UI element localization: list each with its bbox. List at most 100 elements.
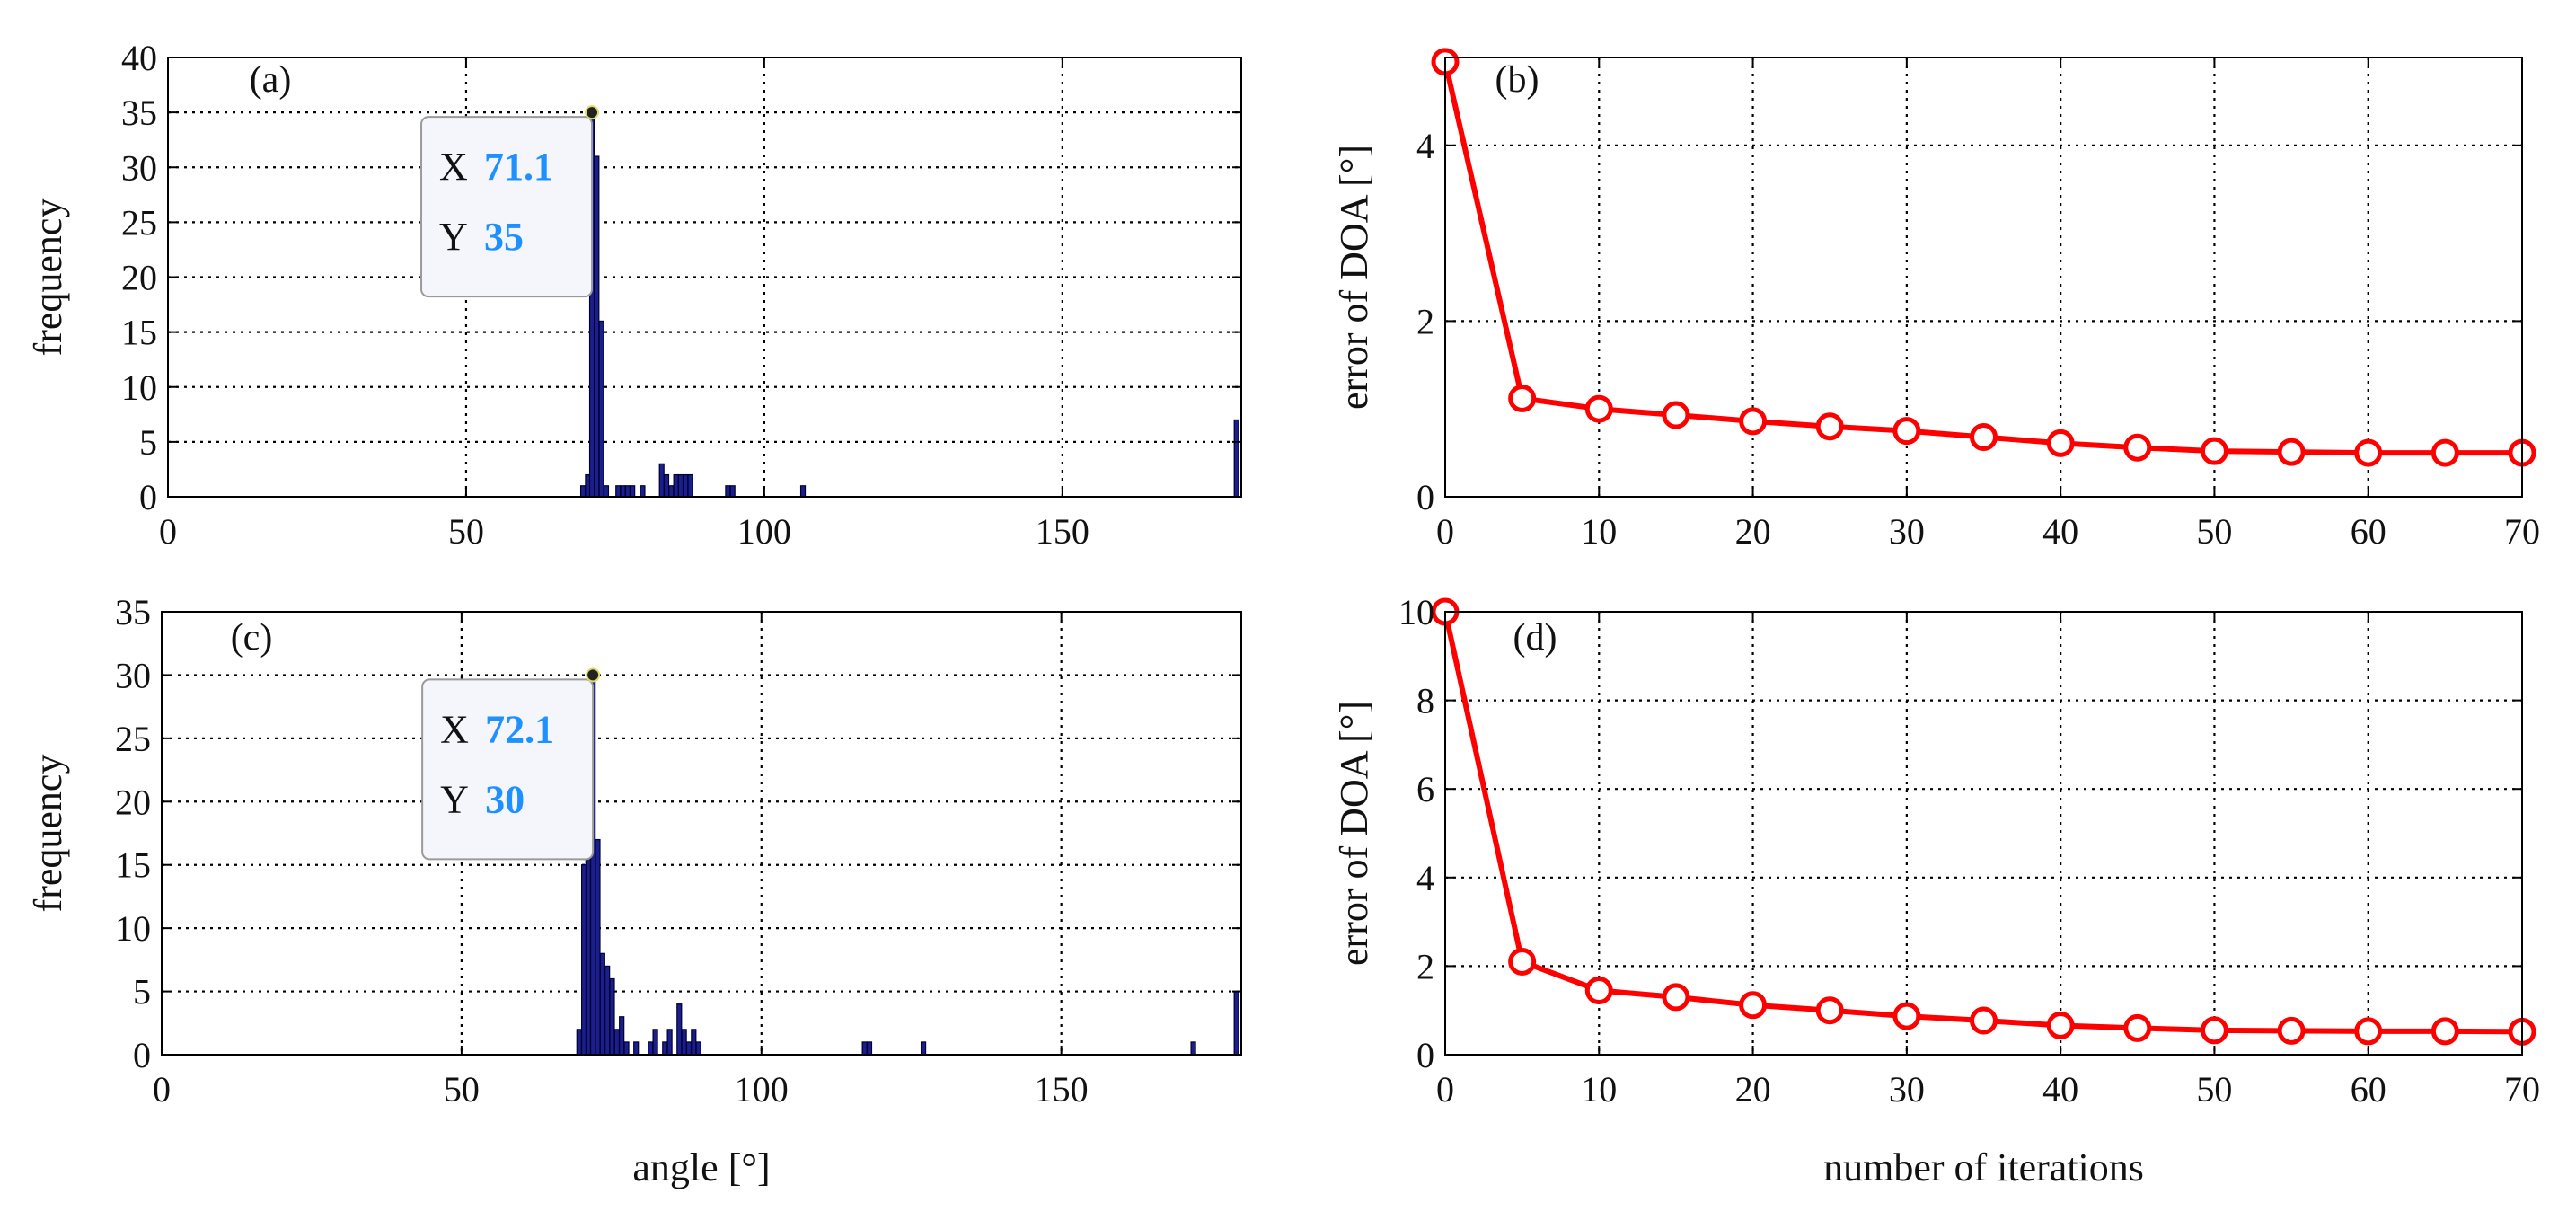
data-tip-x-value: 71.1 [484, 145, 553, 189]
histogram-bar [673, 473, 679, 498]
data-point-marker[interactable] [2123, 433, 2152, 462]
y-tick-label: 20 [121, 258, 157, 298]
data-tip-y-value: 35 [484, 215, 524, 259]
histogram-bar [623, 1041, 630, 1056]
chart-panel-d: 0 10 20 30 40 50 60 70 0 2 4 6 8 10 (d) error of DOA [°… [1332, 592, 2540, 1189]
histogram-bar [579, 485, 587, 498]
plot-area [1445, 612, 2522, 1055]
x-tick-label: 100 [737, 511, 791, 552]
histogram-bar [613, 1029, 620, 1056]
data-point-marker[interactable] [2046, 429, 2075, 457]
axes-box [1444, 611, 2523, 1056]
data-point-marker[interactable] [1584, 394, 1613, 423]
data-point-marker[interactable] [1892, 417, 1921, 446]
x-tick-label: 0 [1436, 511, 1454, 552]
data-tip[interactable]: X 72.1 Y 30 [421, 678, 595, 861]
histogram-bar [685, 1041, 693, 1056]
y-tick-label: 8 [1416, 681, 1434, 721]
data-point-marker[interactable] [1662, 983, 1690, 1012]
data-tip-x-label: X [440, 707, 469, 751]
y-tick-label: 25 [121, 202, 157, 243]
x-tick-label: 40 [2042, 1069, 2078, 1109]
data-point-marker[interactable] [1584, 977, 1613, 1005]
data-point-marker[interactable] [2200, 437, 2228, 465]
x-tick-label: 150 [1036, 511, 1090, 552]
histogram-bar [681, 1029, 687, 1056]
histogram-bar [725, 485, 731, 498]
y-tick-label: 10 [1398, 592, 1434, 632]
data-point-marker[interactable] [2123, 1013, 2152, 1042]
y-axis-label: error of DOA [°] [1332, 701, 1376, 966]
y-tick-label: 10 [115, 908, 151, 949]
data-tip-marker[interactable] [585, 105, 600, 120]
histogram-bar [687, 473, 693, 498]
data-point-marker[interactable] [2430, 438, 2459, 467]
data-point-marker[interactable] [2430, 1017, 2459, 1046]
y-tick-label: 2 [1416, 301, 1434, 341]
x-axis-label: angle [°] [632, 1145, 770, 1189]
data-tip-box [420, 116, 594, 298]
x-tick-label: 0 [159, 511, 177, 552]
y-axis-label: frequency [26, 755, 70, 913]
data-tip[interactable]: X 71.1 Y 35 [420, 116, 594, 298]
histogram-bar [585, 852, 591, 1056]
data-point-marker[interactable] [1970, 1006, 1998, 1035]
x-tick-label: 0 [153, 1069, 171, 1109]
y-tick-label: 20 [115, 782, 151, 822]
y-tick-label: 35 [115, 592, 151, 632]
histogram-bar [603, 485, 610, 498]
x-tick-label: 150 [1035, 1069, 1089, 1109]
data-point-marker[interactable] [2277, 1016, 2306, 1045]
histogram-bar [663, 473, 670, 498]
plot-area [168, 57, 1241, 497]
y-axis-label: frequency [26, 199, 70, 357]
histogram-bar [604, 965, 611, 1056]
y-axis-label: error of DOA [°] [1332, 145, 1376, 410]
histogram-bar [576, 1029, 582, 1056]
data-point-marker[interactable] [1892, 1002, 1921, 1030]
data-point-marker[interactable] [1815, 996, 1844, 1025]
x-tick-label: 50 [448, 511, 484, 552]
axes-box [1444, 57, 2523, 498]
data-tip-y-label: Y [439, 215, 468, 259]
histogram-bar [595, 838, 601, 1056]
y-tick-label: 0 [1416, 477, 1434, 517]
data-point-marker[interactable] [2046, 1011, 2075, 1039]
histogram-bar [609, 977, 615, 1056]
y-tick-label: 0 [1416, 1035, 1434, 1075]
histogram-bar [619, 1016, 625, 1056]
x-tick-label: 20 [1735, 511, 1771, 552]
y-tick-label: 35 [121, 93, 157, 133]
data-point-marker[interactable] [1970, 422, 1998, 451]
histogram-bar [662, 1041, 668, 1056]
panel-label: (c) [231, 617, 273, 659]
y-tick-label: 30 [115, 655, 151, 695]
data-point-marker[interactable] [2354, 438, 2383, 467]
data-point-marker[interactable] [1662, 401, 1690, 429]
y-tick-label: 0 [139, 477, 157, 517]
histogram-bar [594, 155, 600, 498]
histogram-bar [668, 485, 675, 498]
histogram-bar [691, 1029, 697, 1056]
data-point-marker[interactable] [1508, 947, 1537, 976]
y-tick-label: 30 [121, 147, 157, 188]
data-tip-marker[interactable] [586, 667, 601, 683]
histogram-bar [1190, 1041, 1196, 1056]
y-tick-label: 6 [1416, 769, 1434, 809]
data-point-marker[interactable] [2200, 1016, 2228, 1045]
x-tick-label: 60 [2351, 1069, 2386, 1109]
x-tick-label: 30 [1889, 1069, 1925, 1109]
histogram-bar [861, 1041, 868, 1056]
data-point-marker[interactable] [1739, 407, 1768, 436]
histogram-bar [630, 485, 636, 498]
data-point-marker[interactable] [2277, 438, 2306, 466]
data-point-marker[interactable] [1815, 412, 1844, 441]
y-tick-label: 5 [133, 972, 151, 1012]
y-tick-label: 4 [1416, 858, 1434, 898]
data-point-marker[interactable] [2354, 1017, 2383, 1046]
data-point-marker[interactable] [1508, 384, 1537, 412]
data-point-marker[interactable] [1739, 991, 1768, 1020]
histogram-bar [658, 463, 665, 498]
histogram-bar [729, 485, 736, 498]
histogram-bar [866, 1041, 873, 1056]
